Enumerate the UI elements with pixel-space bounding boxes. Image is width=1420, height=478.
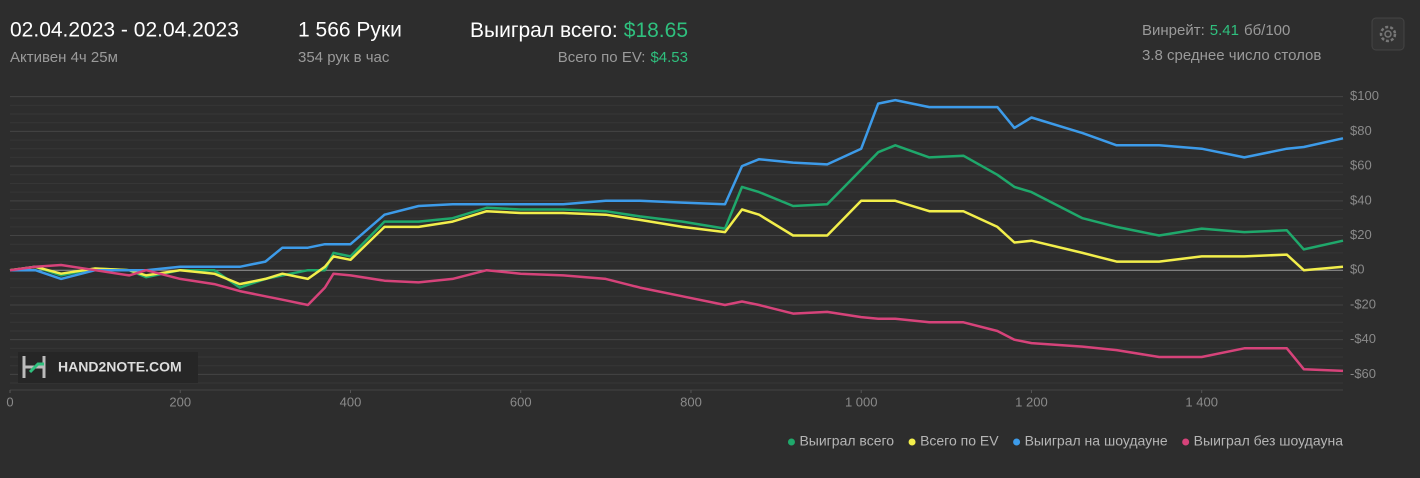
- settings-box[interactable]: [1371, 17, 1405, 51]
- legend-marker: [1013, 438, 1021, 446]
- y-tick-label: -$60: [1350, 366, 1376, 381]
- x-tick-label: 800: [680, 394, 702, 409]
- y-tick-label: -$40: [1350, 331, 1376, 346]
- y-tick-label: $100: [1350, 88, 1379, 103]
- x-tick-label: 400: [340, 394, 362, 409]
- y-tick-label: $20: [1350, 227, 1372, 242]
- gear-icon[interactable]: [1379, 25, 1397, 43]
- legend-label: Выиграл всего: [799, 433, 894, 449]
- winrate-label: Винрейт:: [1142, 22, 1205, 39]
- logo-box: [18, 352, 198, 383]
- tables: 3.8 среднее число столов: [1142, 47, 1321, 64]
- winrate: Винрейт: 5.41 бб/100: [1142, 22, 1290, 39]
- date-range: 02.04.2023 - 02.04.2023: [10, 19, 239, 42]
- legend-label: Выиграл без шоудауна: [1194, 433, 1344, 449]
- logo: HAND2NOTE.COM: [18, 352, 198, 383]
- active-time: Активен 4ч 25м: [10, 49, 118, 66]
- legend-label: Всего по EV: [920, 433, 999, 449]
- x-tick-label: 200: [169, 394, 191, 409]
- legend-label: Выиграл на шоудауне: [1025, 433, 1168, 449]
- x-tick-label: 0: [6, 394, 13, 409]
- y-tick-label: $0: [1350, 262, 1364, 277]
- won-total: Выиграл всего: $18.65: [470, 19, 688, 42]
- hands-per-hour: 354 рук в час: [298, 49, 390, 66]
- legend-marker: [1182, 438, 1190, 446]
- y-tick-label: -$20: [1350, 296, 1376, 311]
- legend-marker: [787, 438, 795, 446]
- winrate-value: 5.41: [1210, 22, 1239, 39]
- legend: Выиграл без шоудауна Выиграл на шоудауне В…: [787, 433, 1344, 449]
- series-line: [9, 263, 1344, 373]
- logo-text: HAND2NOTE.COM: [58, 359, 182, 375]
- logo-accent: [28, 362, 44, 374]
- y-tick-label: $60: [1350, 158, 1372, 173]
- settings-button[interactable]: [1371, 17, 1405, 51]
- series-line: [10, 98, 1344, 281]
- ev-label: Всего по EV:: [558, 49, 646, 66]
- ev-total: Всего по EV: $4.53: [558, 49, 688, 66]
- x-tick-label: 600: [510, 394, 532, 409]
- series-line: [9, 199, 1344, 286]
- plot: $100 $80 $60 $40 $20 $0 -$20 -$40 -$60 0 200 400 600…: [6, 88, 1379, 409]
- ev-value: $4.53: [650, 49, 688, 66]
- x-tick-label: 1 200: [1015, 394, 1048, 409]
- x-tick-label: 1 400: [1185, 394, 1218, 409]
- winrate-unit: бб/100: [1244, 22, 1290, 39]
- gear-hole[interactable]: [1384, 30, 1392, 38]
- x-tick-label: 1 000: [845, 394, 878, 409]
- y-tick-label: $80: [1350, 123, 1372, 138]
- won-label: Выиграл всего:: [470, 19, 618, 42]
- hands: 1 566 Руки: [298, 19, 402, 42]
- won-value: $18.65: [624, 19, 688, 42]
- y-tick-label: $40: [1350, 192, 1372, 207]
- legend-marker: [908, 438, 916, 446]
